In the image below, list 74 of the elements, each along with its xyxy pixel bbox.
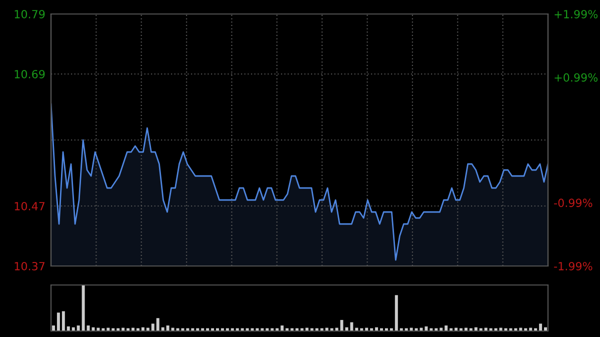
bar [370, 328, 374, 331]
bar [280, 325, 284, 331]
bar [390, 328, 393, 331]
bar [240, 328, 244, 331]
bar [52, 325, 55, 331]
bar [330, 328, 334, 331]
bar [220, 328, 224, 331]
bar [56, 312, 60, 331]
bar [136, 328, 140, 331]
bar [380, 328, 383, 331]
bar [350, 322, 354, 331]
y-tick-label: 10.79 [14, 10, 45, 18]
bar [196, 328, 200, 331]
bar [266, 328, 269, 331]
bar [246, 328, 249, 331]
bar [489, 328, 492, 331]
y-tick-label: 10.47 [14, 202, 44, 210]
bar [384, 328, 388, 331]
y2-tick-label: +0.99% [554, 73, 598, 82]
bar [260, 328, 264, 331]
bar [310, 328, 314, 331]
bar [191, 328, 194, 331]
y-tick-label: 10.37 [14, 262, 44, 270]
bar [315, 328, 318, 331]
bar [276, 328, 279, 331]
bar [320, 328, 324, 331]
bar [250, 328, 254, 331]
bar [394, 295, 398, 331]
bar [444, 325, 448, 331]
bar [102, 328, 105, 331]
y2-tick-label: +1.99% [554, 10, 598, 18]
bar [524, 328, 528, 331]
bar [434, 328, 438, 331]
bar [112, 328, 115, 331]
bar [62, 311, 65, 331]
bar [400, 328, 403, 331]
bar [509, 328, 512, 331]
bar [479, 328, 482, 331]
bar [236, 328, 239, 331]
bar [270, 328, 274, 331]
bar [181, 328, 184, 331]
bar [216, 328, 219, 331]
bar [116, 328, 120, 331]
bar [494, 328, 498, 331]
bar [126, 328, 130, 331]
bar [404, 328, 408, 331]
bar [166, 325, 170, 331]
bar [226, 328, 229, 331]
bar [514, 328, 518, 331]
bar [86, 325, 90, 331]
bar [151, 324, 154, 331]
bar [430, 328, 433, 331]
bar [230, 328, 234, 331]
bar [450, 328, 453, 331]
bar [460, 328, 463, 331]
y2-tick-label: -0.99% [554, 198, 592, 208]
bar [286, 328, 289, 331]
bar [206, 328, 210, 331]
bar [156, 318, 160, 331]
bar [290, 328, 294, 331]
bar [539, 324, 542, 331]
bar [82, 285, 85, 331]
bar [211, 328, 214, 331]
bar [300, 328, 304, 331]
bar [360, 328, 364, 331]
bar [414, 328, 418, 331]
bar [296, 328, 299, 331]
bar [201, 328, 204, 331]
bar [186, 328, 190, 331]
bar [534, 328, 538, 331]
y-tick-label: 10.69 [14, 70, 45, 78]
y2-tick-label: -1.99% [554, 262, 592, 270]
bar [469, 328, 472, 331]
bar [76, 325, 80, 331]
